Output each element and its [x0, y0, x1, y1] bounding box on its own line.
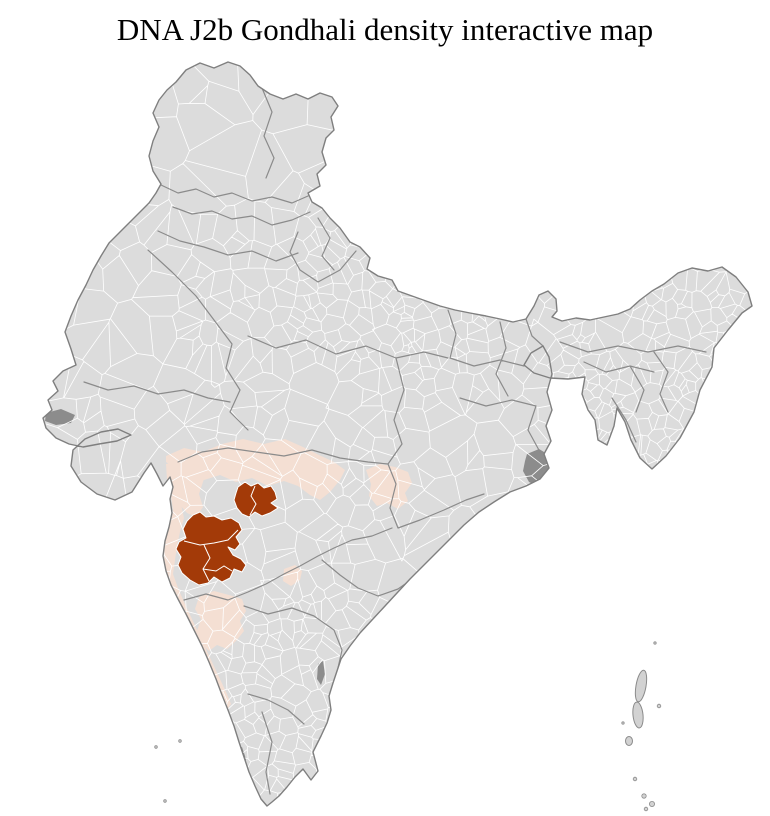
high-density-district-cluster-1[interactable]: [233, 481, 279, 518]
island: [625, 736, 633, 746]
state-boundaries: [83, 87, 707, 795]
island-dot: [643, 806, 649, 812]
country-outline: [42, 61, 753, 807]
island: [632, 701, 644, 729]
low-density-district[interactable]: [195, 591, 246, 651]
district-divider: [202, 565, 233, 572]
island-dot: [178, 739, 182, 743]
island-dot: [154, 745, 158, 749]
low-density-district[interactable]: [366, 464, 412, 509]
islands: [154, 641, 662, 812]
island-dot: [656, 703, 662, 709]
low-density-district[interactable]: [164, 477, 231, 710]
island-dot: [649, 801, 656, 808]
high-density-district-cluster-2[interactable]: [175, 511, 247, 586]
district-divider: [183, 529, 239, 546]
island-dot: [641, 793, 647, 799]
island: [634, 669, 648, 703]
high-density-districts[interactable]: [175, 481, 279, 586]
island-dot: [653, 641, 657, 645]
island-dot: [163, 799, 167, 803]
map-title: DNA J2b Gondhali density interactive map: [116, 12, 654, 47]
district-divider: [202, 544, 211, 582]
island-dot: [621, 721, 625, 725]
island-dot: [632, 776, 638, 782]
district-divider: [249, 485, 257, 516]
